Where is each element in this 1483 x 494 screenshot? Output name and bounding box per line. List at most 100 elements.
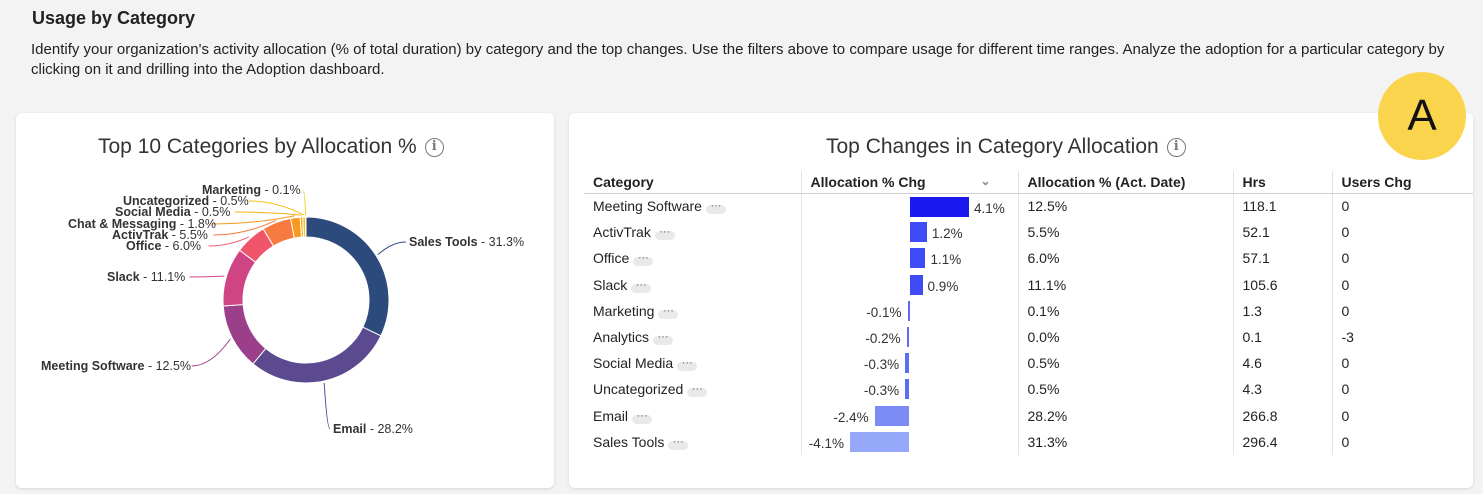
column-header-hrs[interactable]: Hrs xyxy=(1232,171,1332,194)
column-header-category[interactable]: Category xyxy=(584,171,801,194)
allocation-donut-card: Top 10 Categories by Allocation % i Sales… xyxy=(16,113,554,488)
more-options-icon[interactable]: ··· xyxy=(687,384,708,398)
change-bar[interactable] xyxy=(909,274,923,295)
donut-label: Slack - 11.1% xyxy=(107,270,185,284)
cell-hrs: 118.1 xyxy=(1232,193,1332,220)
cell-allocation-act: 0.0% xyxy=(1017,323,1233,351)
cell-allocation-chg: -0.1% xyxy=(800,297,1018,324)
cell-category[interactable]: Email ··· xyxy=(584,403,801,429)
more-options-icon[interactable]: ··· xyxy=(653,332,674,346)
change-bar[interactable] xyxy=(874,405,910,426)
cell-category[interactable]: ActivTrak ··· xyxy=(584,219,801,245)
table-row[interactable]: Meeting Software ··· 4.1% 12.5% 118.1 0 xyxy=(584,193,1473,220)
donut-label: Uncategorized - 0.5% xyxy=(123,194,249,208)
table-row[interactable]: Marketing ··· -0.1% 0.1% 1.3 0 xyxy=(584,297,1473,324)
column-header-allocation-act[interactable]: Allocation % (Act. Date) xyxy=(1017,171,1233,194)
cell-users-chg: 0 xyxy=(1331,219,1473,246)
cell-allocation-chg: -0.3% xyxy=(800,350,1018,377)
chevron-down-icon[interactable]: ⌄ xyxy=(980,173,991,188)
cell-category[interactable]: Meeting Software ··· xyxy=(584,193,801,219)
change-value-label: -0.1% xyxy=(866,304,902,320)
cell-users-chg: 0 xyxy=(1331,297,1473,324)
cell-users-chg: 0 xyxy=(1331,193,1473,220)
change-bar[interactable] xyxy=(905,379,910,400)
cell-users-chg: 0 xyxy=(1331,376,1473,403)
cell-users-chg: -3 xyxy=(1331,323,1473,351)
more-options-icon[interactable]: ··· xyxy=(654,227,675,241)
cell-allocation-act: 6.0% xyxy=(1017,245,1233,272)
change-value-label: 1.1% xyxy=(930,252,962,268)
column-header-allocation-chg[interactable]: Allocation % Chg ⌄ xyxy=(800,171,1018,194)
donut-slice-sales-tools[interactable] xyxy=(305,216,390,337)
table-row[interactable]: Analytics ··· -0.2% 0.0% 0.1 -3 xyxy=(584,323,1473,351)
cell-category[interactable]: Uncategorized ··· xyxy=(584,376,801,402)
changes-table: Category Allocation % Chg ⌄ Allocation % … xyxy=(584,171,1473,455)
table-row[interactable]: ActivTrak ··· 1.2% 5.5% 52.1 0 xyxy=(584,219,1473,246)
category-name: Office xyxy=(593,250,630,267)
cell-allocation-act: 12.5% xyxy=(1017,193,1233,220)
change-bar[interactable] xyxy=(850,431,910,452)
donut-leader-line xyxy=(377,241,407,256)
more-options-icon[interactable]: ··· xyxy=(633,253,654,267)
category-name: Social Media xyxy=(593,355,674,372)
cell-allocation-chg: 1.2% xyxy=(800,219,1018,246)
more-options-icon[interactable]: ··· xyxy=(658,305,679,319)
table-row[interactable]: Uncategorized ··· -0.3% 0.5% 4.3 0 xyxy=(584,376,1473,403)
cell-category[interactable]: Office ··· xyxy=(584,245,801,271)
more-options-icon[interactable]: ··· xyxy=(677,358,698,372)
cell-category[interactable]: Social Media ··· xyxy=(584,350,801,376)
top-changes-card: Top Changes in Category Allocation i Cate… xyxy=(569,113,1473,488)
cell-allocation-act: 0.5% xyxy=(1017,376,1233,403)
more-options-icon[interactable]: ··· xyxy=(631,279,652,293)
donut-slice-meeting-software[interactable] xyxy=(222,304,267,365)
cell-category[interactable]: Sales Tools ··· xyxy=(584,429,801,455)
change-value-label: 0.9% xyxy=(927,278,959,294)
table-row[interactable]: Email ··· -2.4% 28.2% 266.8 0 xyxy=(584,402,1473,429)
table-row[interactable]: Sales Tools ··· -4.1% 31.3% 296.4 0 xyxy=(584,428,1473,455)
cell-users-chg: 0 xyxy=(1331,350,1473,377)
cell-users-chg: 0 xyxy=(1331,245,1473,272)
change-bar[interactable] xyxy=(909,248,926,269)
change-bar[interactable] xyxy=(906,326,910,347)
donut-slice-email[interactable] xyxy=(252,326,382,384)
info-icon[interactable]: i xyxy=(424,138,444,157)
category-name: Meeting Software xyxy=(593,198,702,215)
more-options-icon[interactable]: ··· xyxy=(632,410,653,424)
donut-card-title-wrap: Top 10 Categories by Allocation % i xyxy=(98,135,444,159)
info-icon[interactable]: i xyxy=(1166,138,1186,157)
donut-label: Email - 28.2% xyxy=(333,422,413,436)
cell-hrs: 52.1 xyxy=(1232,219,1332,246)
table-header-row: Category Allocation % Chg ⌄ Allocation % … xyxy=(584,171,1473,194)
more-options-icon[interactable]: ··· xyxy=(668,436,689,450)
change-bar[interactable] xyxy=(907,300,910,321)
category-name: Analytics xyxy=(593,329,650,346)
table-row[interactable]: Social Media ··· -0.3% 0.5% 4.6 0 xyxy=(584,350,1473,377)
table-row[interactable]: Slack ··· 0.9% 11.1% 105.6 0 xyxy=(584,271,1473,298)
cell-users-chg: 0 xyxy=(1331,428,1473,455)
donut-card-title: Top 10 Categories by Allocation % xyxy=(98,135,417,158)
change-bar[interactable] xyxy=(905,353,910,374)
cell-hrs: 0.1 xyxy=(1232,323,1332,351)
cell-category[interactable]: Slack ··· xyxy=(584,272,801,298)
change-bar[interactable] xyxy=(909,222,927,243)
cell-category[interactable]: Analytics ··· xyxy=(584,324,801,350)
donut-label: Social Media - 0.5% xyxy=(115,205,230,219)
cell-allocation-chg: 4.1% xyxy=(800,193,1018,220)
donut-label: Marketing - 0.1% xyxy=(202,183,301,197)
column-header-users-chg[interactable]: Users Chg xyxy=(1331,171,1473,194)
cell-allocation-chg: -0.3% xyxy=(800,376,1018,403)
change-value-label: 4.1% xyxy=(973,200,1005,216)
cell-category[interactable]: Marketing ··· xyxy=(584,298,801,324)
donut-leader-line xyxy=(323,382,331,430)
cell-allocation-chg: -4.1% xyxy=(800,428,1018,455)
more-options-icon[interactable]: ··· xyxy=(705,201,726,215)
change-bar[interactable] xyxy=(909,196,969,217)
user-avatar[interactable]: A xyxy=(1378,72,1466,160)
cell-allocation-act: 11.1% xyxy=(1017,271,1233,298)
changes-card-title: Top Changes in Category Allocation xyxy=(826,135,1159,158)
cell-allocation-chg: -0.2% xyxy=(800,323,1018,351)
donut-slice-marketing[interactable] xyxy=(304,216,307,238)
table-row[interactable]: Office ··· 1.1% 6.0% 57.1 0 xyxy=(584,245,1473,272)
cell-hrs: 4.3 xyxy=(1232,376,1332,403)
donut-leader-line xyxy=(248,200,305,216)
